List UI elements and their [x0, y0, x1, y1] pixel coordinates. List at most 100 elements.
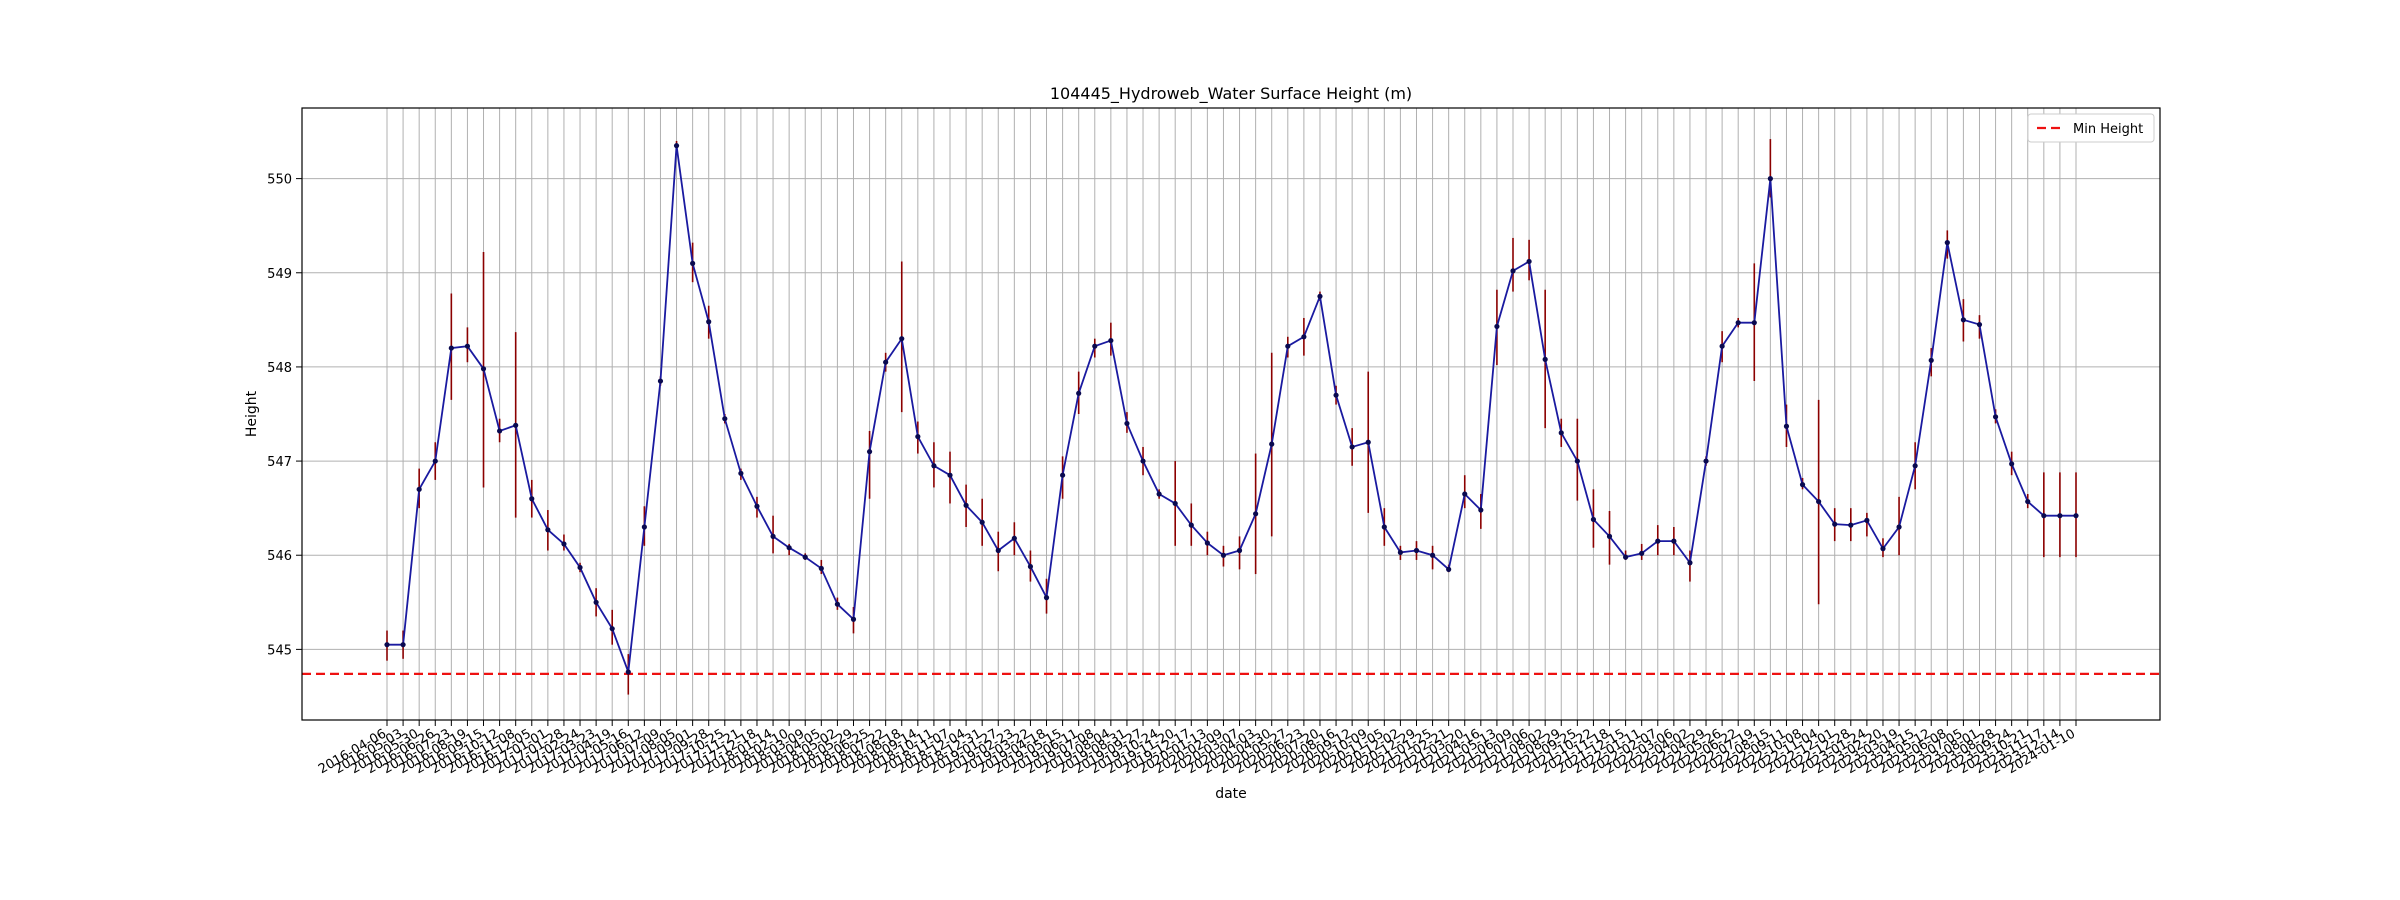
- data-point: [1140, 458, 1146, 464]
- data-point: [802, 554, 808, 560]
- data-point: [609, 626, 615, 632]
- y-gridlines: [302, 178, 2160, 650]
- data-point: [706, 319, 712, 325]
- data-point: [384, 642, 390, 648]
- data-point: [1301, 334, 1307, 340]
- data-point: [947, 472, 953, 478]
- data-point: [1043, 595, 1050, 601]
- data-point: [1172, 500, 1178, 507]
- data-point: [899, 336, 905, 342]
- y-tick-label: 546: [267, 549, 292, 564]
- data-point: [1236, 547, 1243, 554]
- data-point: [915, 433, 921, 440]
- data-point: [641, 524, 647, 530]
- data-point: [1606, 533, 1613, 540]
- data-point: [1590, 516, 1597, 523]
- data-point: [1011, 535, 1017, 541]
- data-point: [1687, 560, 1693, 566]
- data-point: [1220, 552, 1227, 558]
- data-point: [1574, 458, 1580, 464]
- data-point: [1381, 524, 1387, 530]
- data-point: [593, 599, 599, 605]
- data-point: [1767, 176, 1773, 182]
- data-point: [1124, 420, 1130, 427]
- data-point: [1799, 482, 1806, 488]
- data-point: [1027, 563, 1034, 570]
- data-point: [1494, 323, 1500, 330]
- data-point: [931, 463, 937, 469]
- data-point: [1478, 507, 1484, 513]
- y-tick-label: 550: [267, 173, 292, 188]
- data-point: [1429, 552, 1436, 558]
- data-point: [1735, 320, 1741, 326]
- data-point: [1253, 511, 1259, 517]
- data-point: [432, 458, 438, 464]
- data-point: [1076, 390, 1082, 396]
- data-point: [1526, 258, 1532, 265]
- data-point: [545, 527, 551, 533]
- data-point: [1623, 554, 1629, 560]
- data-point: [2025, 498, 2031, 505]
- legend: Min Height: [2027, 113, 2155, 143]
- data-point: [1108, 337, 1114, 344]
- y-tick-label: 548: [267, 361, 292, 376]
- data-point: [448, 345, 454, 351]
- data-point: [1397, 549, 1403, 556]
- data-point: [1751, 320, 1757, 326]
- y-axis-label: Height: [244, 390, 260, 437]
- chart-title: 104445_Hydroweb_Water Surface Height (m): [1050, 84, 1412, 104]
- data-point: [1510, 268, 1516, 274]
- data-point: [1864, 517, 1870, 523]
- data-point: [1446, 566, 1452, 572]
- data-point: [625, 669, 631, 675]
- data-point: [1413, 547, 1420, 554]
- data-point: [416, 486, 422, 492]
- x-axis-label: date: [1215, 786, 1247, 802]
- data-point: [738, 470, 744, 476]
- data-point: [1462, 491, 1468, 497]
- data-point: [2057, 513, 2063, 519]
- data-point: [1558, 430, 1564, 436]
- x-axis-ticks: 2016-04-062016-05-032016-05-302016-06-26…: [316, 720, 2078, 777]
- data-point: [1365, 439, 1371, 445]
- data-point: [1542, 356, 1548, 362]
- data-point: [1060, 472, 1066, 478]
- data-point: [1317, 293, 1323, 299]
- data-point: [1816, 498, 1822, 505]
- data-point: [1333, 392, 1339, 398]
- legend-min-height-label: Min Height: [2073, 122, 2143, 137]
- data-point: [1832, 521, 1838, 527]
- data-point: [561, 541, 567, 547]
- data-point: [1204, 540, 1210, 546]
- data-point: [2041, 513, 2047, 519]
- data-point: [1848, 522, 1854, 528]
- data-point: [1880, 546, 1886, 552]
- y-tick-label: 547: [267, 455, 292, 470]
- data-point: [1269, 441, 1275, 447]
- data-point: [657, 378, 664, 384]
- data-point: [786, 545, 792, 551]
- data-point: [866, 449, 873, 455]
- data-point: [1156, 491, 1162, 497]
- data-point: [480, 366, 487, 372]
- data-point: [1928, 357, 1934, 363]
- data-point: [1188, 522, 1194, 528]
- data-point: [1671, 538, 1677, 544]
- y-axis-ticks: 545 546 547 548 549 550: [267, 173, 302, 658]
- data-point: [2009, 461, 2015, 467]
- legend-box: [2027, 113, 2155, 143]
- data-point: [1092, 343, 1098, 349]
- data-point: [1719, 343, 1725, 349]
- x-gridlines: [386, 108, 2077, 720]
- data-point: [673, 143, 680, 149]
- data-point: [1783, 423, 1790, 429]
- series-line: [387, 145, 2076, 673]
- data-point: [1912, 463, 1918, 469]
- data-point: [464, 343, 471, 349]
- data-point: [1896, 524, 1902, 530]
- data-point: [1639, 550, 1645, 556]
- data-point: [818, 565, 824, 572]
- data-point: [1944, 240, 1950, 246]
